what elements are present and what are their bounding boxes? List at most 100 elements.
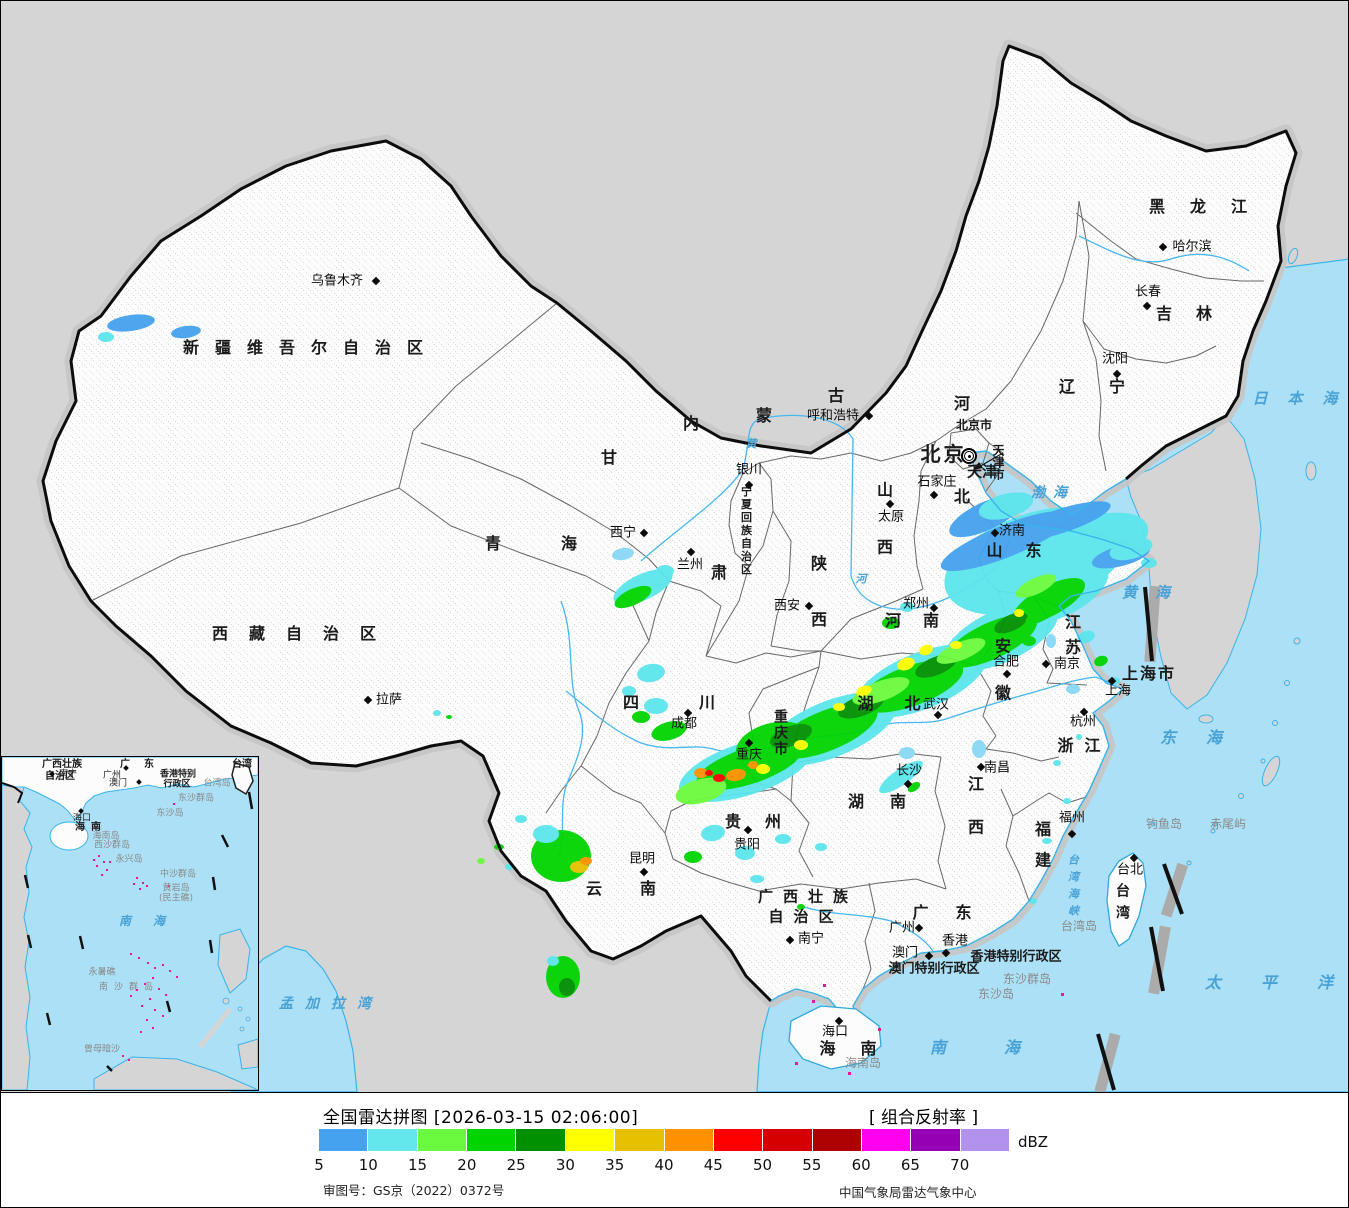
lakes [612,547,1080,759]
radar-echo [936,638,986,664]
radar-echo [637,663,665,683]
colorbar-segment [565,1129,616,1151]
colorbar-tick: 45 [703,1156,723,1174]
radar-echo [900,602,914,612]
colorbar-segment [319,1129,369,1151]
radar-echo [1014,609,1024,617]
colorbar-tick: 15 [408,1156,428,1174]
radar-echo [879,760,923,794]
colorbar-segment [763,1129,813,1151]
map-area: 黑龙江 吉林 辽宁河北山西 陕西 山东 河南 江苏 安徽 浙江 福建 江西 湖北 湖南 广东 海南 台湾 贵州云… [1,1,1348,1093]
radar-echo [107,314,155,332]
radar-echo [1012,578,1086,624]
colorbar-tick: 30 [555,1156,575,1174]
colorbar-segment [664,1129,714,1151]
colorbar-tick: 65 [900,1156,920,1174]
tianjin-arrow [973,452,1004,470]
legend-panel: 全国雷达拼图 [2026-03-15 02:06:00] [ 组合反射率 ] d… [1,1093,1348,1207]
radar-echo [775,834,791,844]
colorbar-tick: 70 [950,1156,970,1174]
radar-echo [705,770,713,776]
radar-echo [515,815,527,823]
radar-echo [1063,798,1071,804]
inset-palawan [198,1007,232,1049]
radar-echo [815,843,827,851]
radar-echo [446,715,452,719]
radar-echo [852,677,910,705]
radar-echo [547,956,559,966]
radar-echo [694,768,708,778]
colorbar-ticks: 5 10 15 20 25 30 35 40 45 50 55 60 65 70 [314,1156,1009,1174]
radar-echo-layer [98,314,1157,998]
national-border [41,44,1298,1003]
radar-echo [684,851,702,863]
radar-echo [533,825,559,843]
radar-echo [632,711,650,723]
radar-echo [994,612,1028,634]
inset-island-dots [93,803,178,1061]
radar-echo [1022,636,1036,646]
radar-echo [622,686,636,696]
radar-echo [1042,838,1052,844]
radar-echo [882,617,900,629]
colorbar-tick: 5 [314,1156,324,1174]
radar-echo [98,332,114,342]
radar-echo [1141,558,1157,568]
radar-echo [477,858,485,864]
radar-echo [756,764,770,774]
korea-peninsula [1125,415,1262,710]
radar-echo [701,824,725,842]
radar-echo [1011,501,1111,541]
radar-echo [794,740,808,750]
radar-echo [919,644,933,656]
radar-echo [1025,601,1061,625]
colorbar-tick: 10 [358,1156,378,1174]
colorbar-segment [911,1129,961,1151]
colorbar-segment [516,1129,566,1151]
south-china-sea-inset: 广西壮族 自治区 广东 台湾 南宁 广州 香港特别 行政区 澳门 台湾岛 东沙群岛 东沙岛 海口 海南 海南… [1,756,259,1091]
inset-vietnam-border [2,782,24,804]
colorbar-segment [417,1129,468,1151]
taiwan-island [1106,852,1147,947]
colorbar-segment [368,1129,418,1151]
colorbar-segment [467,1129,517,1151]
radar-echo [797,904,805,910]
radar-echo [580,857,592,865]
radar-echo [833,703,845,711]
radar-echo [433,710,441,716]
inset-canvas [2,757,258,1090]
china-terrain-speckle [43,46,1296,1039]
radar-echo [644,698,668,714]
colorbar-tick: 40 [654,1156,674,1174]
radar-echo [614,585,652,609]
inset-mindanao [237,1038,258,1070]
credit-label: 中国气象局雷达气象中心 [839,1185,977,1200]
inset-taiwan [231,762,254,796]
radar-echo [897,657,915,671]
colorbar-tick: 60 [851,1156,871,1174]
colorbar-segment [861,1129,912,1151]
coastline [770,450,1151,1041]
nine-dash-line [1094,585,1189,1092]
colorbar-tick: 20 [457,1156,477,1174]
radar-echo [559,978,575,996]
radar-echo [171,325,201,339]
inset-borneo [93,1056,258,1090]
map-review-number: 审图号：GS京（2022）0372号 [323,1183,505,1198]
radar-echo [1076,734,1082,740]
foreign-islands [1150,247,1317,866]
radar-echo [713,774,725,782]
colorbar-segment [812,1129,862,1151]
inset-nine-dash-line [23,791,254,1072]
radar-echo [726,768,746,782]
radar-echo [950,641,962,649]
inset-visayas [222,997,251,1032]
radar-echo [656,565,674,577]
radar-echo [748,761,758,769]
coastal-specks [795,984,1064,1075]
hainan-island [788,1005,882,1070]
radar-echo [735,846,755,860]
radar-echo [651,721,687,741]
inset-china-coast [2,757,258,821]
